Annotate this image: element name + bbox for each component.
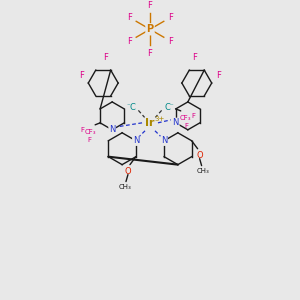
Text: P: P [146, 24, 154, 34]
Text: F: F [148, 1, 152, 10]
Text: CH₃: CH₃ [118, 184, 131, 190]
Text: F: F [192, 113, 196, 119]
Text: F: F [185, 123, 189, 129]
Text: CH₃: CH₃ [196, 168, 209, 174]
Text: F: F [192, 53, 197, 62]
Text: O: O [124, 167, 131, 176]
Text: ⁻: ⁻ [126, 103, 130, 109]
Text: N: N [133, 136, 139, 145]
Text: 3+: 3+ [155, 116, 165, 122]
Text: F: F [168, 37, 173, 46]
Text: N: N [109, 125, 116, 134]
Text: N: N [161, 136, 167, 145]
Text: F: F [103, 53, 108, 62]
Text: F: F [79, 70, 84, 80]
Text: F: F [87, 137, 91, 143]
Text: F: F [127, 37, 132, 46]
Text: Ir: Ir [145, 118, 155, 128]
Text: O: O [196, 151, 203, 160]
Text: F: F [216, 70, 221, 80]
Text: F: F [168, 13, 173, 22]
Text: N: N [172, 118, 179, 127]
Text: F: F [80, 127, 84, 133]
Text: CF₃: CF₃ [84, 129, 96, 135]
Text: CF₃: CF₃ [180, 115, 191, 121]
Text: C: C [129, 103, 135, 112]
Text: F: F [127, 13, 132, 22]
Text: ⁻: ⁻ [170, 103, 174, 109]
Text: F: F [148, 49, 152, 58]
Text: C: C [165, 103, 171, 112]
